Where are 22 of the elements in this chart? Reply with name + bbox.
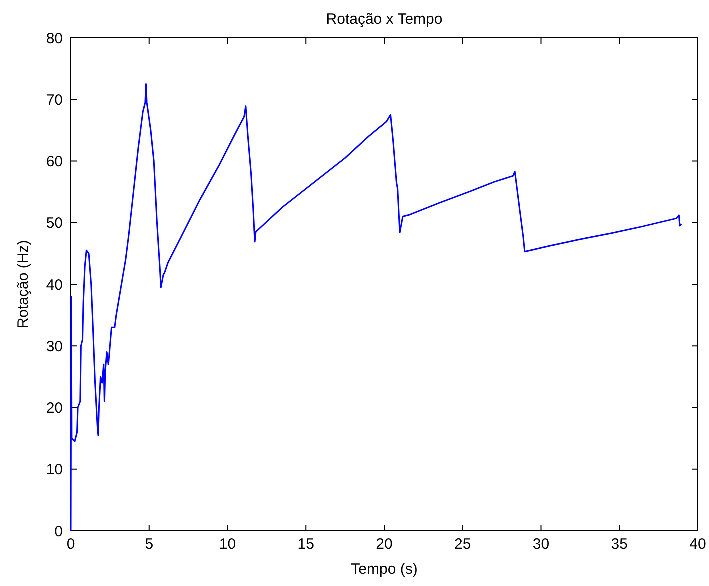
- x-tick-label: 35: [611, 536, 628, 553]
- y-tick-label: 20: [46, 400, 63, 417]
- y-tick-label: 30: [46, 338, 63, 356]
- x-tick-label: 30: [532, 536, 550, 553]
- x-axis-title: Tempo (s): [351, 561, 418, 578]
- y-tick-label: 40: [46, 276, 63, 294]
- x-tick-label: 15: [298, 536, 314, 553]
- y-tick-label: 80: [46, 30, 63, 48]
- y-tick-label: 50: [46, 215, 63, 232]
- x-tick-label: 10: [219, 536, 236, 553]
- y-tick-label: 60: [46, 154, 63, 170]
- y-tick-label: 0: [54, 523, 63, 540]
- x-tick-label: 0: [66, 536, 76, 553]
- chart-title: Rotação x Tempo: [326, 11, 443, 28]
- y-tick-label: 10: [46, 462, 63, 479]
- x-tick-label: 40: [690, 536, 706, 553]
- line-series: [70, 83, 682, 532]
- y-axis-title: Rotação (Hz): [15, 240, 32, 329]
- x-tick-label: 20: [376, 536, 393, 553]
- x-tick-label: 5: [145, 536, 154, 553]
- x-tick-label: 25: [454, 536, 472, 553]
- y-tick-label: 70: [46, 92, 63, 109]
